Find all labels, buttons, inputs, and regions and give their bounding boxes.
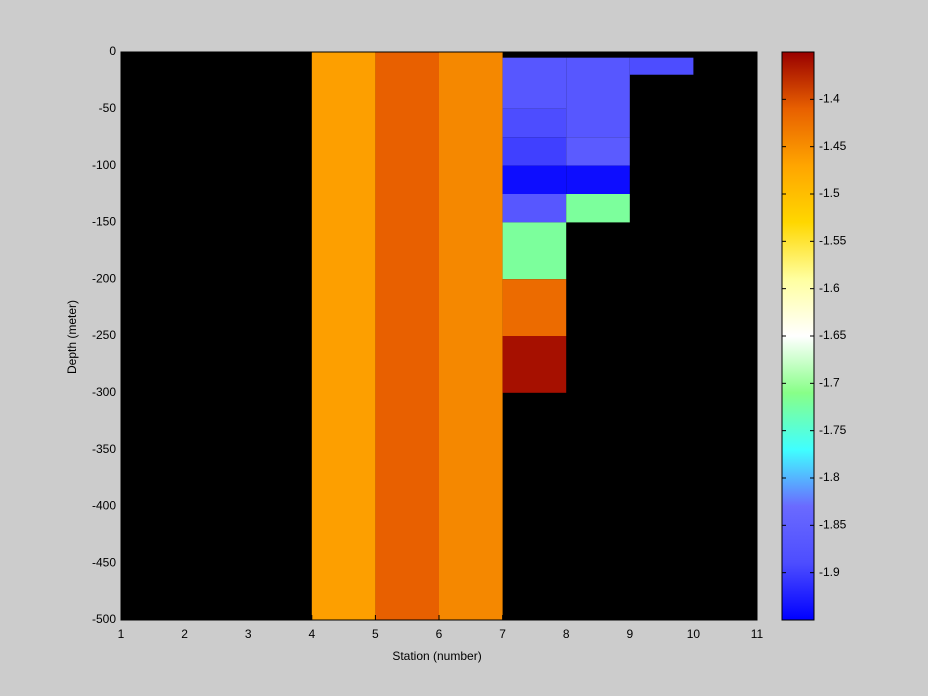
- heatmap-cell: [502, 108, 567, 138]
- heatmap-cell: [566, 165, 630, 194]
- y-tick-label: -250: [92, 328, 116, 342]
- y-tick-label: -100: [92, 158, 116, 172]
- x-tick-label: 4: [308, 627, 315, 641]
- colorbar-tick-label: -1.65: [819, 328, 847, 342]
- x-tick-label: 6: [436, 627, 443, 641]
- colorbar-tick-label: -1.6: [819, 281, 840, 295]
- heatmap-cell: [502, 137, 567, 166]
- heatmap-cell: [566, 57, 630, 138]
- heatmap-cell: [566, 194, 630, 223]
- colorbar-tick-label: -1.9: [819, 565, 840, 579]
- colorbar-tick-label: -1.85: [819, 518, 847, 532]
- x-tick-label: 7: [499, 627, 506, 641]
- heatmap-cell: [502, 222, 567, 280]
- x-tick-label: 3: [245, 627, 252, 641]
- y-tick-label: 0: [109, 44, 116, 58]
- y-tick-label: -350: [92, 442, 116, 456]
- heatmap-cell: [566, 137, 630, 166]
- y-tick-label: -200: [92, 271, 116, 285]
- colorbar-tick-label: -1.45: [819, 139, 847, 153]
- x-tick-label: 8: [563, 627, 570, 641]
- y-tick-label: -450: [92, 555, 116, 569]
- colorbar-tick-label: -1.55: [819, 234, 847, 248]
- x-tick-label: 1: [118, 627, 125, 641]
- x-axis-label: Station (number): [392, 649, 481, 663]
- colorbar-tick-label: -1.8: [819, 470, 840, 484]
- colorbar: [781, 51, 815, 621]
- heatmap-cell: [439, 52, 503, 620]
- heatmap-cell: [629, 57, 694, 75]
- heatmap-cell: [502, 336, 567, 393]
- x-tick-label: 2: [181, 627, 188, 641]
- heatmap-cell: [502, 279, 567, 336]
- x-tick-label: 9: [626, 627, 633, 641]
- x-tick-label: 5: [372, 627, 379, 641]
- y-tick-label: -150: [92, 215, 116, 229]
- heatmap-cell: [311, 52, 376, 620]
- y-tick-label: -300: [92, 385, 116, 399]
- colorbar-tick-label: -1.5: [819, 186, 840, 200]
- y-tick-label: -400: [92, 499, 116, 513]
- heatmap-cell: [375, 52, 439, 620]
- heatmap-cell: [502, 194, 567, 223]
- y-tick-label: -500: [92, 612, 116, 626]
- x-tick-label: 11: [751, 627, 764, 641]
- x-tick-label: 10: [687, 627, 701, 641]
- colorbar-tick-label: -1.7: [819, 376, 840, 390]
- heatmap-cell: [502, 57, 567, 109]
- y-tick-label: -50: [99, 101, 117, 115]
- heatmap-cell: [502, 165, 567, 194]
- y-axis-label: Depth (meter): [65, 300, 79, 374]
- colorbar-tick-label: -1.75: [819, 423, 847, 437]
- colorbar-tick-label: -1.4: [819, 92, 840, 106]
